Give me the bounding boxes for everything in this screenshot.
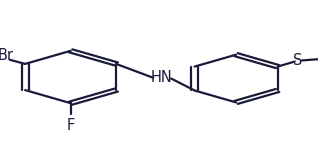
- Text: F: F: [66, 118, 75, 133]
- Text: HN: HN: [151, 70, 173, 85]
- Text: Br: Br: [0, 48, 14, 63]
- Text: S: S: [293, 53, 302, 68]
